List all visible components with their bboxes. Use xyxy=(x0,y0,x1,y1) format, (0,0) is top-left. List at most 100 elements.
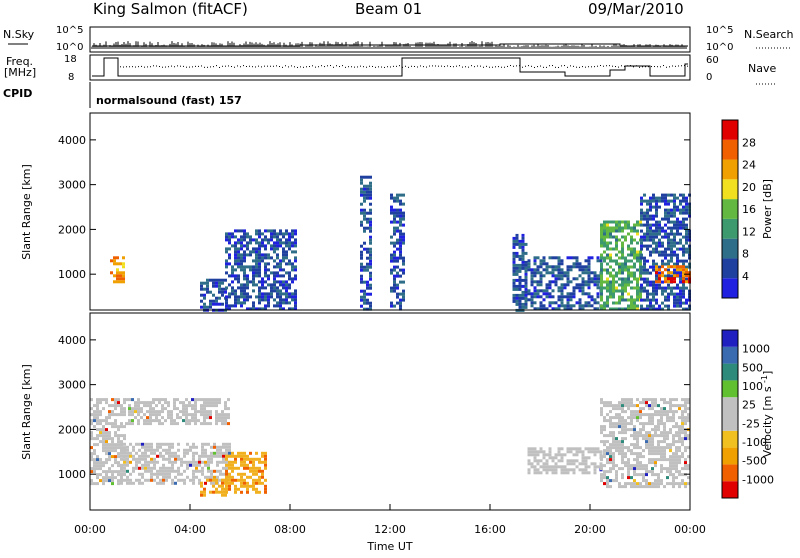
heatmap-cell xyxy=(673,268,676,272)
heatmap-cell xyxy=(636,259,639,263)
heatmap-cell xyxy=(209,398,212,402)
heatmap-cell xyxy=(618,413,621,417)
heatmap-cell xyxy=(685,208,688,212)
heatmap-cell xyxy=(399,301,402,305)
heatmap-cell xyxy=(150,472,153,476)
heatmap-cell xyxy=(170,419,173,423)
heatmap-cell xyxy=(113,280,116,284)
heatmap-cell xyxy=(678,407,681,411)
heatmap-cell xyxy=(363,292,366,296)
heatmap-cell xyxy=(657,482,660,486)
heatmap-cell xyxy=(612,268,615,272)
heatmap-cell xyxy=(294,295,297,299)
heatmap-cell xyxy=(569,447,573,451)
heatmap-cell xyxy=(676,268,679,272)
heatmap-cell xyxy=(360,298,363,302)
heatmap-cell xyxy=(210,457,213,461)
heatmap-cell xyxy=(128,413,131,417)
heatmap-cell xyxy=(237,301,240,305)
heatmap-cell xyxy=(125,422,128,426)
heatmap-cell xyxy=(575,256,579,260)
heatmap-cell xyxy=(649,250,652,254)
heatmap-cell xyxy=(240,481,243,485)
heatmap-cell xyxy=(279,268,282,272)
heatmap-cell xyxy=(215,490,218,494)
heatmap-cell xyxy=(212,299,215,303)
heatmap-cell xyxy=(640,289,643,293)
heatmap-cell xyxy=(627,304,630,308)
heatmap-cell xyxy=(593,271,597,275)
heatmap-cell xyxy=(648,422,651,426)
heatmap-cell xyxy=(234,229,237,233)
heatmap-cell xyxy=(200,413,203,417)
heatmap-cell xyxy=(282,259,285,263)
heatmap-cell xyxy=(518,284,522,288)
heatmap-cell xyxy=(243,277,246,281)
heatmap-cell xyxy=(679,211,682,215)
heatmap-cell xyxy=(515,263,519,267)
heatmap-cell xyxy=(252,460,255,464)
heatmap-cell xyxy=(213,454,216,458)
heatmap-cell xyxy=(530,295,534,299)
heatmap-cell xyxy=(572,459,576,463)
heatmap-cell xyxy=(581,268,585,272)
heatmap-cell xyxy=(621,443,624,447)
heatmap-cell xyxy=(99,431,102,435)
heatmap-cell xyxy=(633,425,636,429)
heatmap-cell xyxy=(255,487,258,491)
heatmap-cell xyxy=(288,277,291,281)
heatmap-cell xyxy=(545,462,549,466)
heatmap-cell xyxy=(685,280,688,284)
heatmap-cell xyxy=(655,202,658,206)
heatmap-cell xyxy=(618,425,621,429)
heatmap-cell xyxy=(624,289,627,293)
x-tick-label: 16:00 xyxy=(474,523,506,536)
heatmap-cell xyxy=(291,277,294,281)
heatmap-cell xyxy=(137,401,140,405)
heatmap-cell xyxy=(276,292,279,296)
heatmap-cell xyxy=(661,292,664,296)
heatmap-cell xyxy=(658,232,661,236)
heatmap-cell xyxy=(93,416,96,420)
heatmap-cell xyxy=(183,469,186,473)
heatmap-cell xyxy=(643,262,646,266)
heatmap-cell xyxy=(667,214,670,218)
heatmap-cell xyxy=(93,461,96,465)
heatmap-cell xyxy=(600,283,603,287)
heatmap-cell xyxy=(673,244,676,248)
heatmap-cell xyxy=(673,304,676,308)
heatmap-cell xyxy=(633,262,636,266)
heatmap-cell xyxy=(639,410,642,414)
heatmap-cell xyxy=(630,298,633,302)
heatmap-cell xyxy=(219,445,222,449)
colorbar-tick-label: -25 xyxy=(742,417,760,430)
heatmap-cell xyxy=(621,416,624,420)
heatmap-cell xyxy=(649,208,652,212)
heatmap-cell xyxy=(639,485,642,489)
heatmap-cell xyxy=(105,458,108,462)
heatmap-cell xyxy=(147,478,150,482)
heatmap-cell xyxy=(225,478,228,482)
heatmap-cell xyxy=(612,220,615,224)
heatmap-cell xyxy=(102,470,105,474)
heatmap-cell xyxy=(682,220,685,224)
heatmap-cell xyxy=(222,454,225,458)
heatmap-cell xyxy=(646,214,649,218)
heatmap-cell xyxy=(667,271,670,275)
heatmap-cell xyxy=(234,490,237,494)
heatmap-cell xyxy=(285,286,288,290)
heatmap-cell xyxy=(396,193,399,197)
beam-title: Beam 01 xyxy=(355,0,422,18)
heatmap-cell xyxy=(131,419,134,423)
heatmap-cell xyxy=(231,454,234,458)
freq-label: Freq. xyxy=(6,55,33,68)
heatmap-cell xyxy=(660,458,663,462)
heatmap-cell xyxy=(649,223,652,227)
heatmap-cell xyxy=(144,466,147,470)
heatmap-cell xyxy=(657,404,660,408)
heatmap-cell xyxy=(288,238,291,242)
heatmap-cell xyxy=(603,464,606,468)
heatmap-cell xyxy=(664,289,667,293)
heatmap-cell xyxy=(643,235,646,239)
heatmap-cell xyxy=(645,401,648,405)
